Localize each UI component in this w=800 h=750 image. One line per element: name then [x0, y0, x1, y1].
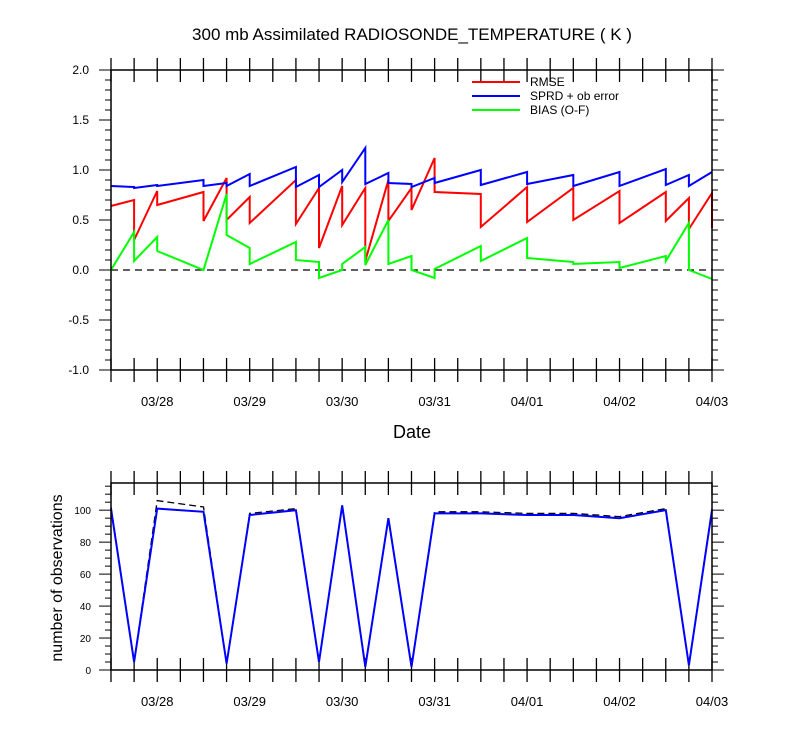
- bottom-series-lines: [110, 499, 713, 667]
- x-tick-label: 04/01: [511, 694, 544, 709]
- x-tick-label: 03/29: [233, 694, 266, 709]
- x-axis-label: Date: [393, 422, 431, 442]
- bottom-axis-ticks: [99, 471, 724, 682]
- obs-line-possible: [110, 499, 713, 667]
- bottom-chart: 100 80 60 40 20 0 03/28 03/29 03/30 03/31 04/01 04…: [49, 471, 728, 709]
- top-x-tick-labels: 03/28 03/29 03/30 03/31 04/01 04/02 04/03: [141, 394, 728, 409]
- y-tick-label: 2.0: [72, 63, 89, 77]
- top-chart: 300 mb Assimilated RADIOSONDE_TEMPERATUR…: [68, 25, 728, 442]
- y-tick-label: 0: [85, 666, 91, 677]
- y-tick-label: 0.5: [72, 213, 89, 227]
- x-tick-label: 04/02: [603, 694, 636, 709]
- chart-title: 300 mb Assimilated RADIOSONDE_TEMPERATUR…: [192, 25, 632, 44]
- y-tick-label: 60: [80, 570, 92, 581]
- bottom-plot-frame: [110, 482, 713, 671]
- series-line-3: [110, 193, 713, 280]
- legend-label-1: RMSE: [530, 75, 565, 89]
- y-axis-label: number of observations: [49, 494, 66, 661]
- legend-label-2: SPRD + ob error: [530, 89, 619, 103]
- x-tick-label: 04/03: [696, 694, 729, 709]
- obs-line-assimilated: [110, 505, 713, 667]
- x-tick-label: 04/01: [511, 394, 544, 409]
- y-tick-label: 80: [80, 538, 92, 549]
- x-tick-label: 03/29: [233, 394, 266, 409]
- top-y-tick-labels: 2.0 1.5 1.0 0.5 0.0 -0.5 -1.0: [68, 63, 89, 377]
- x-tick-label: 03/30: [326, 394, 359, 409]
- series-line-2: [110, 144, 713, 190]
- x-tick-label: 03/30: [326, 694, 359, 709]
- top-axis-ticks: [99, 58, 724, 382]
- y-tick-label: -0.5: [68, 313, 89, 327]
- x-tick-label: 03/28: [141, 394, 174, 409]
- x-tick-label: 03/28: [141, 694, 174, 709]
- x-tick-label: 03/31: [418, 394, 451, 409]
- y-tick-label: 40: [80, 602, 92, 613]
- x-tick-label: 03/31: [418, 694, 451, 709]
- y-tick-label: 1.0: [72, 163, 89, 177]
- y-tick-label: -1.0: [68, 363, 89, 377]
- top-plot-frame: [110, 69, 713, 371]
- top-series-lines: [110, 144, 713, 280]
- y-tick-label: 1.5: [72, 113, 89, 127]
- y-tick-label: 0.0: [72, 263, 89, 277]
- bottom-x-tick-labels: 03/28 03/29 03/30 03/31 04/01 04/02 04/03: [141, 694, 728, 709]
- y-tick-label: 100: [74, 506, 91, 517]
- y-tick-label: 20: [80, 634, 92, 645]
- x-tick-label: 04/02: [603, 394, 636, 409]
- x-tick-label: 04/03: [696, 394, 729, 409]
- legend-label-3: BIAS (O-F): [530, 103, 589, 117]
- bottom-y-tick-labels: 100 80 60 40 20 0: [74, 506, 91, 677]
- series-line-1: [110, 157, 713, 262]
